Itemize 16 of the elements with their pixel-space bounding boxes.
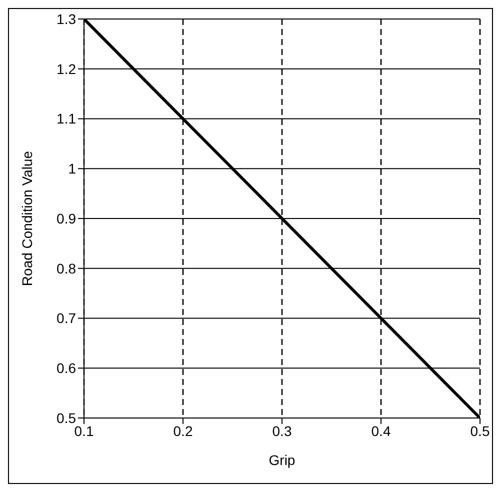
x-tick-label: 0.5: [470, 422, 490, 439]
y-tick-label: 0.7: [56, 310, 76, 326]
y-tick-label: 1.2: [56, 60, 76, 77]
x-tick-label: 0.4: [371, 422, 391, 439]
x-tick-label: 0.3: [272, 422, 292, 439]
y-tick-label: 0.8: [56, 260, 76, 276]
y-tick-label: 0.5: [56, 410, 76, 426]
y-tick-label: 1.1: [56, 110, 76, 127]
x-axis-title: Grip: [268, 452, 296, 468]
y-tick-label: 1.3: [56, 10, 76, 27]
y-tick-label: 0.9: [56, 210, 76, 226]
x-tick-label: 0.2: [173, 422, 193, 439]
y-tick-label: 0.6: [56, 360, 76, 376]
y-tick-label: 1: [68, 160, 76, 177]
x-tick-label: 0.1: [74, 422, 94, 439]
y-axis-title: Road Condition Value: [18, 150, 35, 286]
